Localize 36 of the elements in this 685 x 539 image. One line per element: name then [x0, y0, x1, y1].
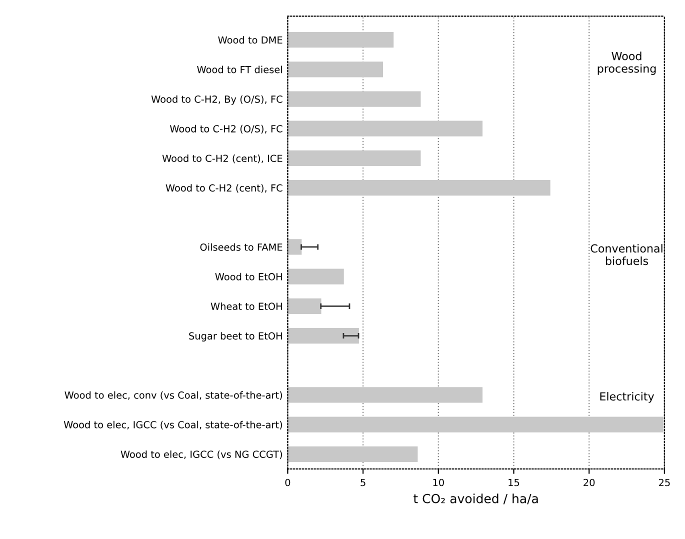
annotation: Electricity: [600, 392, 654, 403]
x-tick-label: 10: [433, 478, 444, 486]
bar: [288, 62, 384, 78]
bar: [288, 91, 421, 107]
annotation: Conventional biofuels: [590, 244, 662, 266]
y-tick-label: Wood to FT diesel: [197, 66, 282, 74]
x-axis-title: t CO₂ avoided / ha/a: [414, 494, 538, 504]
y-tick-label: Sugar beet to EtOH: [189, 332, 282, 342]
x-tick-label: 20: [584, 478, 595, 486]
bar: [288, 387, 483, 403]
y-tick-label: Wood to elec, IGCC (vs Coal, state-of-the-art): [64, 420, 282, 430]
y-tick-label: Wood to C-H2 (cent), FC: [166, 184, 282, 193]
bar: [288, 268, 344, 284]
bar: [288, 239, 302, 255]
x-tick-label: 15: [508, 478, 520, 486]
y-tick-label: Wood to DME: [218, 36, 282, 44]
y-tick-label: Oilseeds to FAME: [200, 243, 282, 251]
bar: [288, 180, 550, 196]
annotation: Wood processing: [598, 52, 656, 75]
y-tick-label: Wheat to EtOH: [210, 302, 282, 310]
y-tick-label: Wood to C-H2 (cent), ICE: [162, 154, 282, 164]
bar: [288, 298, 322, 314]
y-tick-label: Wood to elec, conv (vs Coal, state-of-the-art): [64, 391, 282, 400]
bar: [288, 416, 664, 432]
y-tick-label: Wood to elec, IGCC (vs NG CCGT): [120, 450, 282, 460]
bar: [288, 150, 421, 166]
y-tick-label: Wood to C-H2, By (O/S), FC: [151, 95, 282, 105]
x-tick-label: 5: [360, 478, 366, 486]
y-tick-label: Wood to EtOH: [215, 272, 282, 280]
bar: [288, 32, 394, 48]
bar: [288, 328, 359, 344]
y-tick-label: Wood to C-H2 (O/S), FC: [170, 124, 282, 134]
bar: [288, 120, 483, 136]
x-tick-label: 25: [658, 478, 670, 486]
x-tick-label: 0: [285, 478, 290, 486]
bar: [288, 446, 418, 462]
